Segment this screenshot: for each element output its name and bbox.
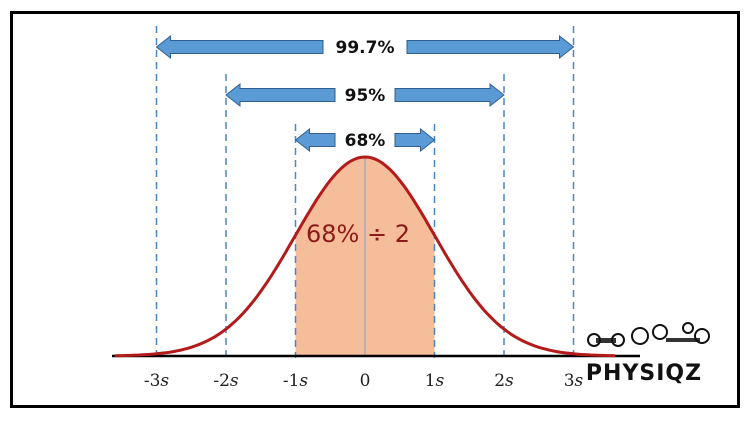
interval-arrow-right: [394, 127, 436, 153]
interval-arrow-left: [155, 34, 324, 60]
x-tick-label: -3s: [144, 371, 170, 391]
shaded-region-label: 68% ÷ 2: [306, 220, 410, 248]
interval-arrow-right: [394, 82, 505, 108]
interval-arrow-right: [406, 34, 575, 60]
interval-arrows: 99.7% 95% 68%: [155, 34, 575, 153]
interval-label: 68%: [345, 131, 386, 151]
physiqz-logo: PHYSIQZ: [586, 322, 710, 386]
x-tick-label: 0: [360, 371, 371, 391]
brand-name: PHYSIQZ: [586, 361, 702, 386]
x-tick-label: 3s: [564, 371, 584, 391]
dumbbell-icon: [587, 333, 625, 347]
x-tick-label: -2s: [213, 371, 239, 391]
interval-arrow-left: [225, 82, 336, 108]
x-tick-labels: -3s -2s -1s 0 1s 2s 3s: [144, 371, 584, 391]
x-tick-label: 1s: [425, 371, 445, 391]
kettlebell-icon: [631, 324, 668, 345]
bell-curve: [114, 155, 616, 358]
barbell-icon: [666, 322, 710, 344]
x-tick-label: 2s: [494, 371, 514, 391]
interval-label: 95%: [345, 86, 386, 106]
sd-guides: [155, 26, 575, 358]
interval-arrow-left: [294, 127, 336, 153]
interval-label: 99.7%: [336, 38, 395, 58]
x-tick-label: -1s: [283, 371, 309, 391]
